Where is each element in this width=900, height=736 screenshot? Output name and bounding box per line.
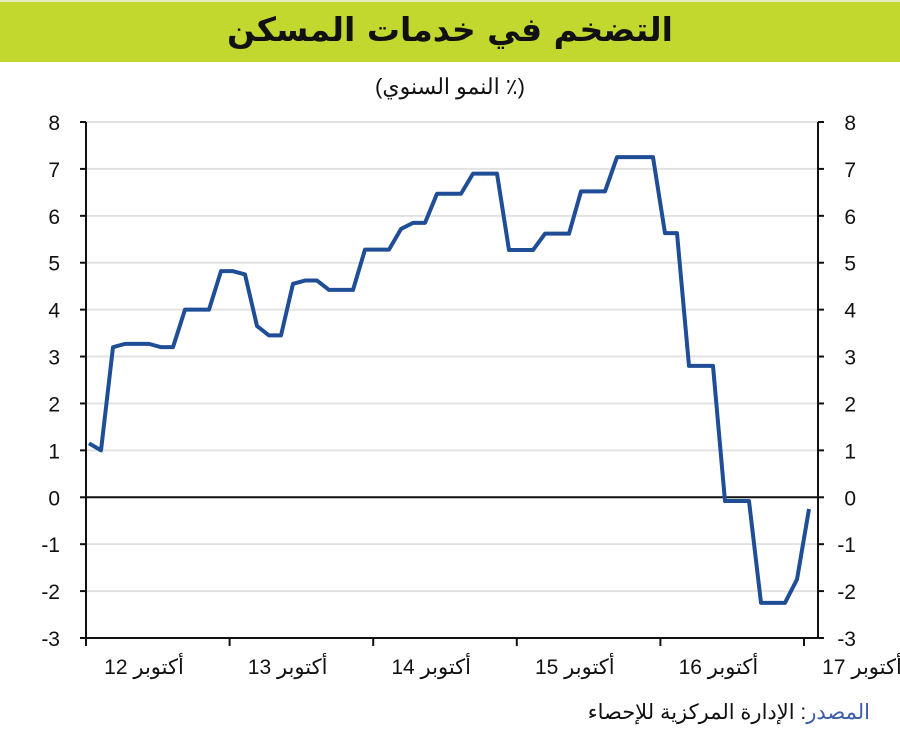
source-text: : الإدارة المركزية للإحصاء	[587, 701, 807, 724]
y-tick-label-left: -2	[41, 581, 60, 604]
source-note: المصدر: الإدارة المركزية للإحصاء	[588, 700, 870, 725]
y-tick-label-right: -3	[837, 628, 856, 651]
chart-subtitle: (٪ النمو السنوي)	[375, 74, 525, 99]
series-line	[87, 155, 811, 605]
x-tick-label: أكتوبر 17	[822, 652, 900, 680]
y-tick-label-right: 6	[844, 206, 856, 229]
y-tick-label-left: -1	[41, 534, 60, 557]
y-tick-label-right: 1	[844, 440, 856, 463]
y-tick-label-right: -2	[837, 581, 856, 604]
y-tick-label-right: 8	[844, 112, 856, 135]
x-tick-label: أكتوبر 15	[535, 652, 615, 680]
y-tick-label-right: 0	[844, 487, 856, 510]
chart-title: التضخم في خدمات المسكن	[227, 10, 673, 49]
y-tick-label-left: 2	[48, 393, 60, 416]
y-tick-label-left: -3	[41, 628, 60, 651]
y-tick-label-left: 5	[48, 253, 60, 276]
y-tick-label-left: 3	[48, 347, 60, 370]
y-tick-label-left: 8	[48, 112, 60, 135]
y-tick-label-left: 1	[48, 440, 60, 463]
y-tick-label-right: -1	[837, 534, 856, 557]
y-tick-label-right: 7	[844, 159, 856, 182]
y-tick-label-left: 6	[48, 206, 60, 229]
y-tick-label-right: 2	[844, 393, 856, 416]
y-tick-label-left: 0	[48, 487, 60, 510]
x-tick-label: أكتوبر 16	[679, 652, 759, 680]
x-tick-label: أكتوبر 12	[104, 652, 184, 680]
source-label: المصدر	[806, 701, 870, 724]
y-tick-label-right: 3	[844, 347, 856, 370]
x-tick-label: أكتوبر 13	[248, 652, 328, 680]
y-tick-label-left: 4	[48, 300, 60, 323]
x-tick-label: أكتوبر 14	[391, 652, 471, 680]
y-tick-label-right: 5	[844, 253, 856, 276]
title-banner	[0, 0, 900, 62]
y-tick-label-right: 4	[844, 300, 856, 323]
y-tick-label-left: 7	[48, 159, 60, 182]
